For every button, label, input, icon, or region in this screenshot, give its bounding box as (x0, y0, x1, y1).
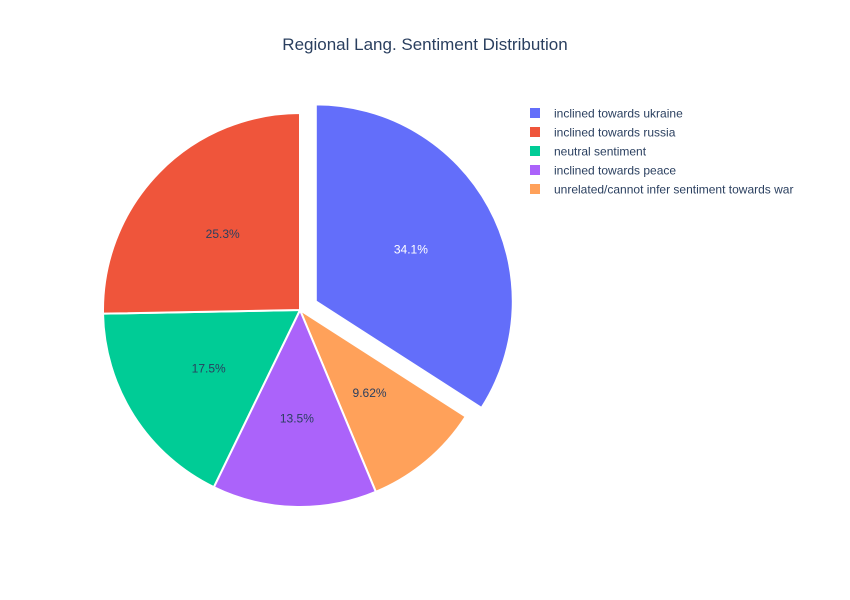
pie-slice-labels: 34.1% 9.62% 13.5% 17.5% 25.3% (192, 227, 429, 425)
pie-slice-neutral-sentiment[interactable] (102, 308, 302, 489)
legend-item-inclined-towards-ukraine[interactable]: inclined towards ukraine (530, 107, 683, 121)
legend-label: unrelated/cannot infer sentiment towards… (554, 183, 793, 197)
legend-item-unrelated-cannot-infer-sentiment-towards-war[interactable]: unrelated/cannot infer sentiment towards… (530, 183, 793, 197)
legend-item-inclined-towards-russia[interactable]: inclined towards russia (530, 126, 676, 140)
legend-label: inclined towards ukraine (554, 107, 683, 121)
slice-label-unrelated-cannot-infer-sentiment-towards-war: 9.62% (353, 386, 387, 400)
slice-label-inclined-towards-ukraine: 34.1% (394, 242, 428, 256)
legend-swatch (530, 108, 540, 118)
legend-swatch (530, 165, 540, 175)
legend-label: neutral sentiment (554, 145, 647, 159)
legend-swatch (530, 184, 540, 194)
legend-item-inclined-towards-peace[interactable]: inclined towards peace (530, 164, 676, 178)
legend-swatch (530, 127, 540, 137)
pie-slices (102, 103, 514, 508)
legend-label: inclined towards peace (554, 164, 676, 178)
slice-label-inclined-towards-russia: 25.3% (206, 227, 240, 241)
slice-label-neutral-sentiment: 17.5% (192, 361, 226, 375)
legend-item-neutral-sentiment[interactable]: neutral sentiment (530, 145, 647, 159)
legend-swatch (530, 146, 540, 156)
pie-slice-inclined-towards-russia[interactable] (102, 111, 301, 315)
legend: inclined towards ukraine inclined towards… (530, 107, 793, 197)
pie-slice-unrelated-cannot-infer-sentiment-towards-war[interactable] (297, 307, 468, 494)
pie-slice-inclined-towards-ukraine[interactable] (314, 103, 514, 410)
pie-slice-inclined-towards-peace[interactable] (212, 307, 378, 508)
legend-label: inclined towards russia (554, 126, 676, 140)
chart-title: Regional Lang. Sentiment Distribution (282, 35, 567, 54)
slice-label-inclined-towards-peace: 13.5% (280, 411, 314, 425)
